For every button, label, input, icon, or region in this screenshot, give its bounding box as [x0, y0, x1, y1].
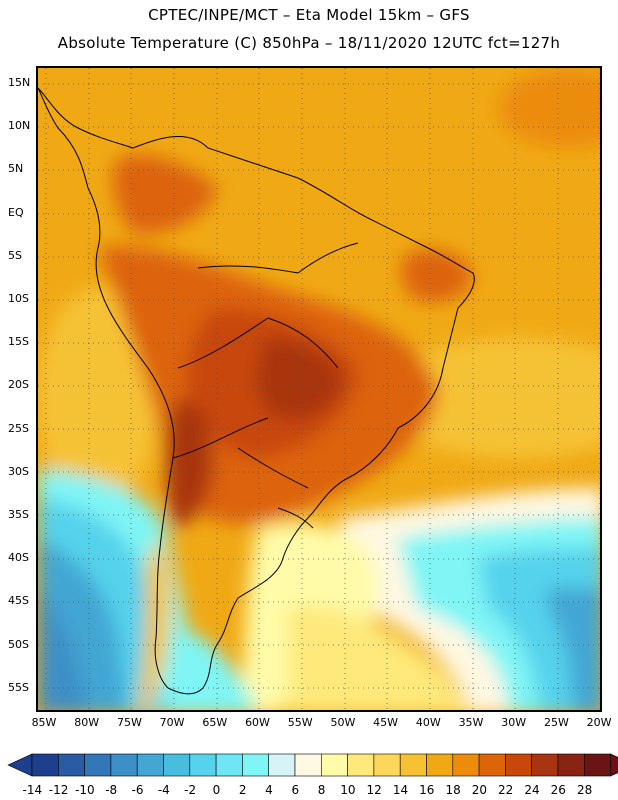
colorbar-swatch [531, 753, 559, 777]
lat-label: 15S [8, 335, 29, 349]
lon-label: 85W [31, 716, 57, 729]
lat-label: 20S [8, 378, 29, 392]
lat-label: 5S [8, 248, 22, 262]
map-title-line1: CPTEC/INPE/MCT – Eta Model 15km – GFS [148, 6, 470, 24]
colorbar-swatch [505, 753, 532, 777]
lon-label: 40W [415, 716, 441, 729]
colorbar-swatch [242, 753, 269, 777]
coastline-borders [38, 87, 475, 695]
lon-label: 55W [287, 716, 313, 729]
colorbar-tick-label: 14 [392, 783, 409, 797]
lat-label: 35S [8, 508, 29, 521]
lat-label: 40S [8, 551, 29, 565]
colorbar-tick-label: 2 [238, 783, 247, 797]
lon-label: 60W [245, 716, 270, 729]
colorbar-tick-label: 8 [317, 783, 326, 797]
colorbar-tick-label: -12 [48, 783, 69, 797]
colorbar-swatch [373, 753, 401, 777]
colorbar-swatch [478, 753, 506, 777]
colorbar-tick-label: -6 [131, 783, 144, 797]
colorbar-swatch [426, 753, 454, 777]
lon-label: 65W [202, 716, 228, 729]
lat-label: 5N [8, 162, 24, 176]
colorbar-swatch [268, 753, 296, 777]
colorbar-swatch [557, 753, 585, 777]
colorbar-tick-label: 26 [550, 783, 566, 797]
colorbar-swatch [399, 753, 427, 777]
colorbar-high-arrow [610, 753, 618, 777]
lon-label: 25W [543, 716, 569, 729]
colorbar-tick-label: -8 [105, 783, 118, 797]
colorbar-swatch [31, 753, 59, 777]
lat-label: EQ [8, 205, 24, 219]
colorbar-tick-label: -10 [75, 783, 95, 797]
colorbar-swatch [136, 753, 164, 777]
lon-label: 20W [586, 716, 612, 729]
lat-label: 10S [8, 292, 29, 305]
lon-label: 45W [373, 716, 399, 729]
colorbar-swatch [347, 753, 375, 777]
colorbar-tick-label: 18 [445, 783, 461, 797]
lat-label: 15N [8, 76, 31, 89]
colorbar-tick-label: -2 [184, 783, 197, 797]
lon-label: 70W [159, 716, 185, 729]
colorbar-tick-label: -14 [22, 783, 43, 797]
lat-label: 45S [8, 594, 29, 608]
lat-label: 10N [8, 119, 31, 133]
lon-label: 30W [501, 716, 527, 729]
lon-label: 80W [74, 716, 100, 729]
colorbar-swatch [215, 753, 243, 777]
lat-label: 55S [8, 680, 29, 694]
colorbar-low-arrow [7, 753, 33, 777]
colorbar-tick-label: 28 [576, 783, 593, 797]
map-title-line2: Absolute Temperature (C) 850hPa – 18/11/… [57, 34, 561, 52]
colorbar-tick-label: 12 [366, 783, 382, 797]
colorbar-tick-label: 24 [524, 783, 540, 797]
colorbar-tick-label: 20 [471, 783, 488, 797]
lon-label: 50W [330, 716, 356, 729]
colorbar-tick-label: 0 [212, 783, 221, 797]
temperature-map [36, 66, 602, 712]
colorbar-tick-label: 16 [419, 783, 435, 797]
colorbar-swatch [57, 753, 85, 777]
colorbar-swatch [110, 753, 138, 777]
lon-label: 35W [458, 716, 484, 729]
colorbar-swatch [189, 753, 217, 777]
colorbar [7, 753, 618, 777]
colorbar-tick-label: 6 [291, 783, 300, 797]
lat-label: 50S [8, 637, 29, 651]
colorbar-tick-label: 22 [498, 783, 514, 797]
colorbar-swatch [163, 753, 191, 777]
colorbar-swatch [84, 753, 112, 777]
colorbar-tick-label: -4 [157, 783, 170, 797]
lat-label: 30S [8, 464, 29, 478]
colorbar-swatch [320, 753, 348, 777]
colorbar-swatch [452, 753, 480, 777]
colorbar-swatch [583, 753, 611, 777]
colorbar-tick-label: 4 [265, 783, 273, 797]
lat-label: 25S [8, 421, 29, 435]
temperature-field [38, 68, 600, 710]
lon-label: 75W [116, 716, 142, 729]
colorbar-tick-label: 10 [340, 783, 356, 797]
colorbar-swatch [294, 753, 322, 777]
